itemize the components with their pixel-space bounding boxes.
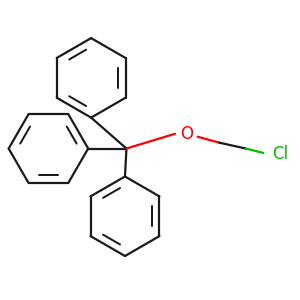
Text: Cl: Cl [272,146,288,164]
Text: O: O [180,125,193,143]
